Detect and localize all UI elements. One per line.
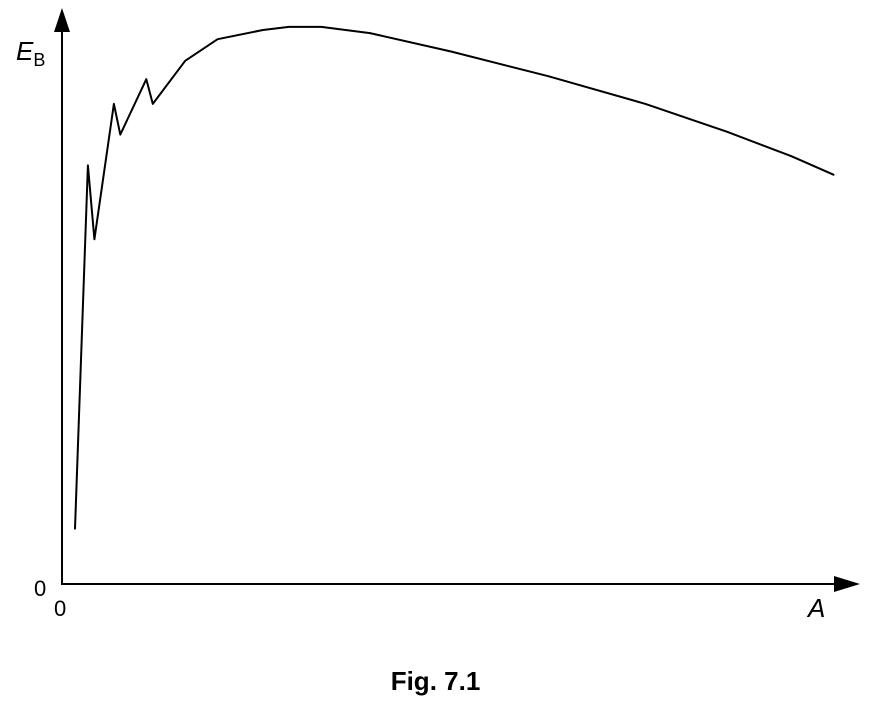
- x-axis-arrowhead: [834, 576, 860, 592]
- x-axis: [62, 576, 860, 592]
- x-origin-label: 0: [54, 596, 66, 621]
- y-axis: [54, 8, 70, 585]
- y-axis-label: EB: [16, 36, 45, 70]
- data-series-line: [74, 25, 835, 530]
- x-axis-label: A: [806, 593, 825, 623]
- figure-caption: Fig. 7.1: [390, 666, 481, 696]
- y-origin-label: 0: [34, 576, 46, 601]
- y-axis-arrowhead: [54, 8, 70, 32]
